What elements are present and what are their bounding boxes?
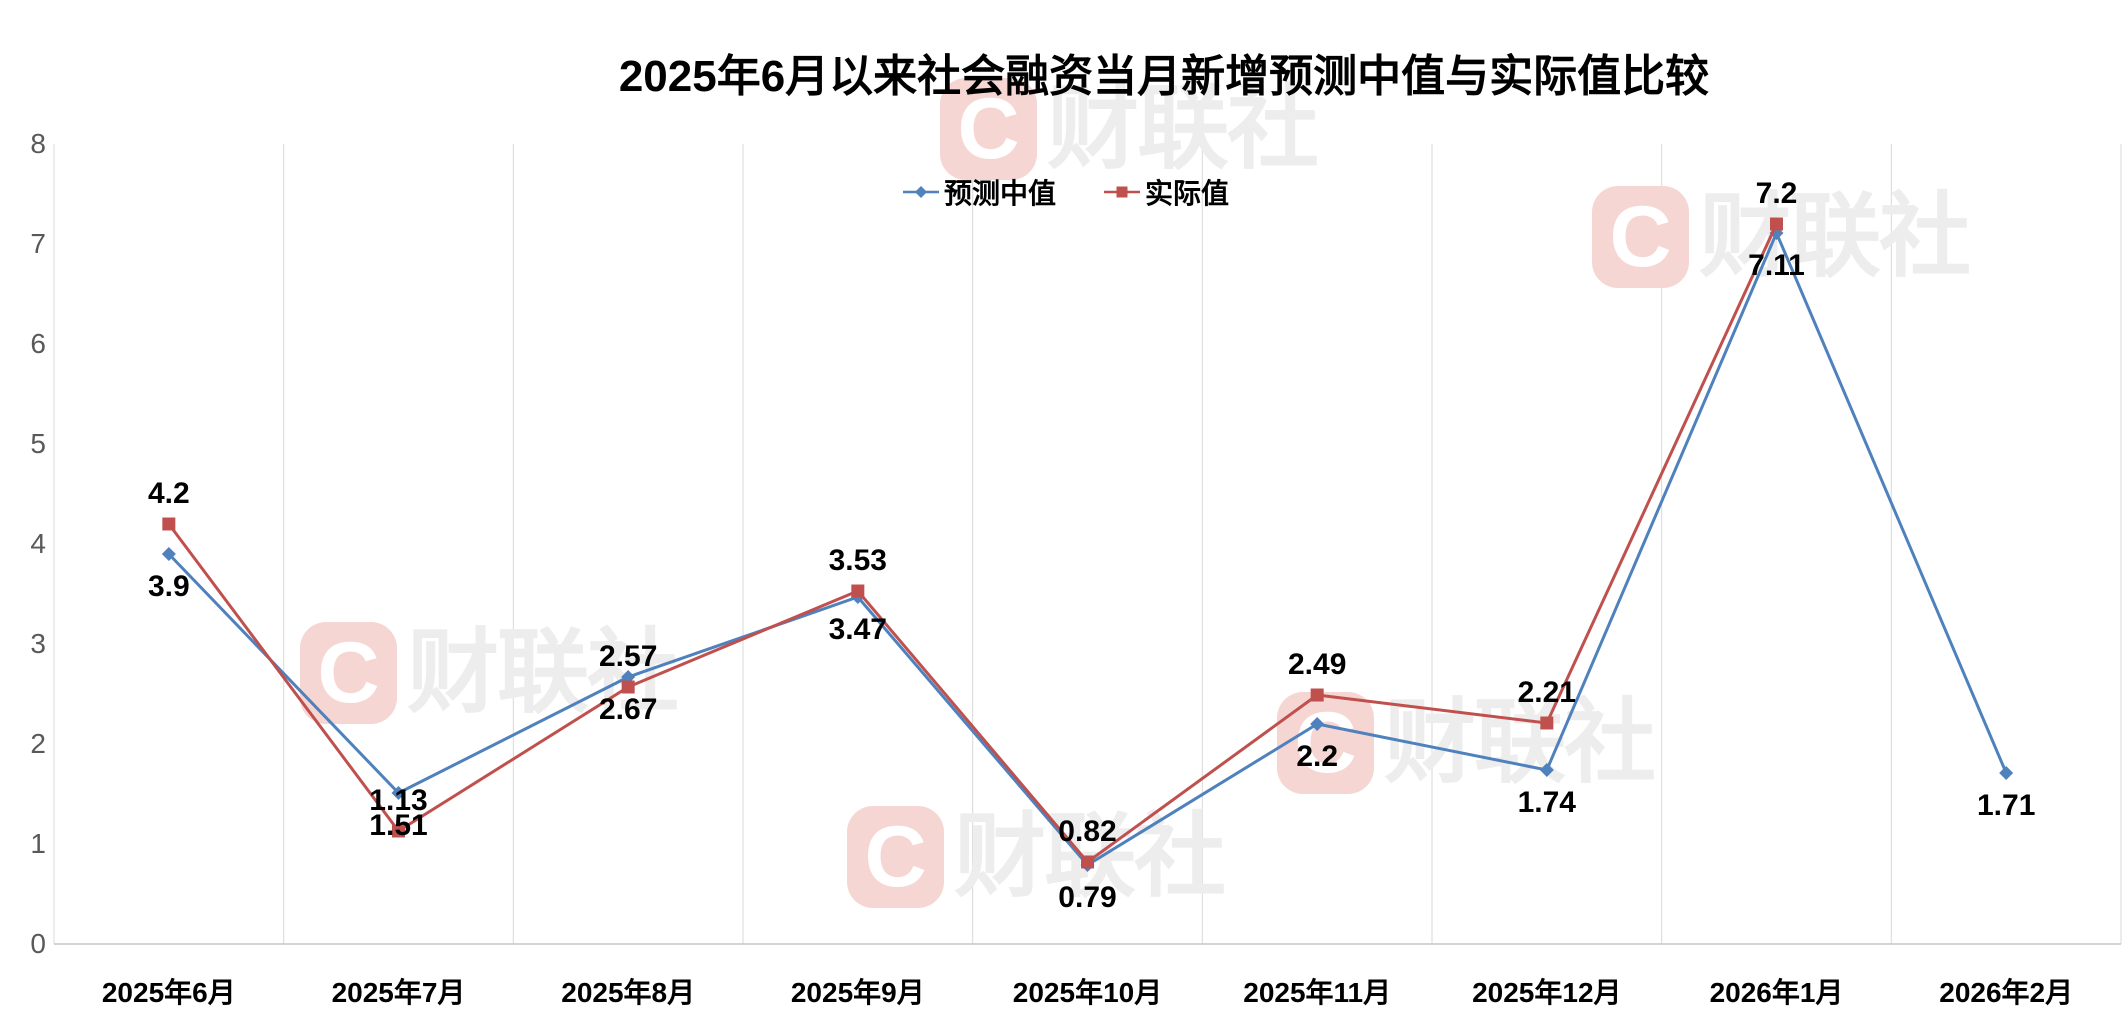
x-axis-category-label: 2025年9月 xyxy=(790,977,925,1008)
chart-legend: 预测中值 实际值 xyxy=(903,172,1229,212)
y-axis-tick-label: 2 xyxy=(30,728,46,759)
data-label: 1.13 xyxy=(369,784,428,817)
x-axis-category-label: 2026年1月 xyxy=(1709,977,1844,1008)
y-axis-tick-label: 0 xyxy=(30,928,46,959)
x-axis-category-label: 2025年6月 xyxy=(101,977,236,1008)
data-label: 2.57 xyxy=(598,640,658,673)
legend-item-forecast: 预测中值 xyxy=(903,172,1056,212)
y-axis-tick-label: 7 xyxy=(30,228,46,259)
forecast-series-marker-icon xyxy=(903,184,939,200)
x-axis-category-label: 2025年7月 xyxy=(331,977,466,1008)
legend-label-actual: 实际值 xyxy=(1145,178,1230,209)
data-label: 4.2 xyxy=(147,477,190,510)
x-axis-category-label: 2026年2月 xyxy=(1939,977,2074,1008)
y-axis-tick-label: 4 xyxy=(30,528,46,559)
data-label: 3.53 xyxy=(828,544,887,577)
chart-title: 2025年6月以来社会融资当月新增预测中值与实际值比较 xyxy=(618,52,1710,101)
cailianshe-logo-icon: C xyxy=(940,78,1037,180)
legend-item-actual: 实际值 xyxy=(1104,172,1229,212)
x-axis-category-label: 2025年11月 xyxy=(1243,977,1392,1008)
data-label: 2.21 xyxy=(1517,676,1576,709)
cailianshe-brand-text: 财联社 xyxy=(1047,78,1319,180)
data-label: 2.67 xyxy=(598,693,658,726)
x-axis-category-label: 2025年8月 xyxy=(561,977,696,1008)
data-label: 1.74 xyxy=(1517,786,1576,819)
y-axis-tick-label: 5 xyxy=(30,428,46,459)
data-label: 0.82 xyxy=(1058,815,1117,848)
x-axis-category-label: 2025年10月 xyxy=(1012,977,1163,1008)
y-axis-tick-label: 8 xyxy=(30,128,46,159)
data-label: 3.47 xyxy=(828,613,887,646)
cailianshe-watermark: C 财联社 xyxy=(940,78,1319,180)
y-axis-tick-label: 1 xyxy=(30,828,46,859)
data-label: 7.11 xyxy=(1748,249,1805,282)
data-label: 2.49 xyxy=(1287,648,1347,681)
y-axis-tick-label: 3 xyxy=(30,628,46,659)
x-axis-category-label: 2025年12月 xyxy=(1472,977,1622,1008)
data-label: 7.2 xyxy=(1755,177,1798,210)
data-label: 2.2 xyxy=(1296,740,1339,773)
data-label: 0.79 xyxy=(1058,881,1117,914)
y-axis-tick-label: 6 xyxy=(30,328,46,359)
actual-series-marker-icon xyxy=(1104,184,1141,200)
legend-label-forecast: 预测中值 xyxy=(944,178,1057,209)
data-label: 1.71 xyxy=(1976,789,2036,822)
data-label: 3.9 xyxy=(147,570,190,603)
